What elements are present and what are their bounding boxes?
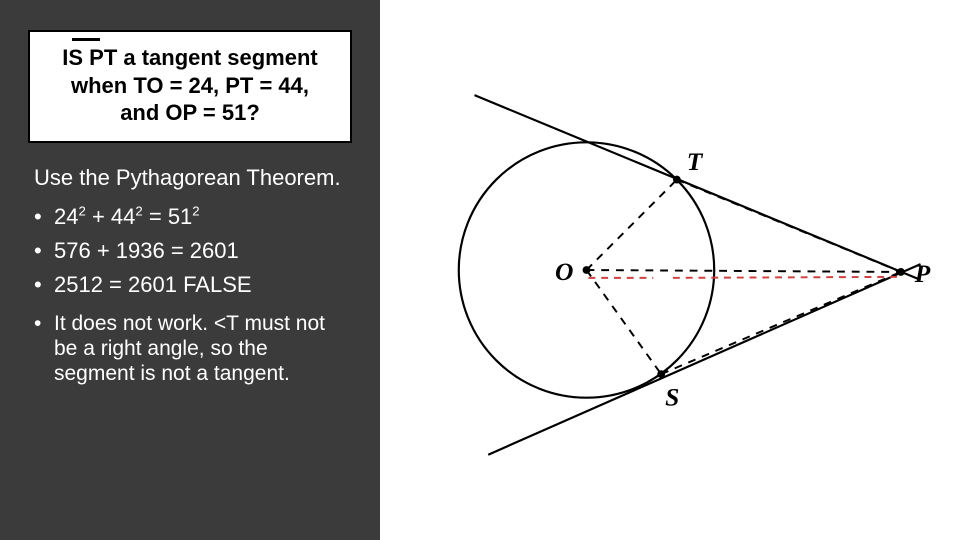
conclusion: It does not work. <T must not be a right… — [34, 311, 352, 387]
segment-os — [586, 270, 661, 374]
label-o: O — [555, 257, 573, 286]
steps-list: 242 + 442 = 512 576 + 1936 = 2601 2512 =… — [28, 201, 352, 386]
intro-text: Use the Pythagorean Theorem. — [28, 165, 352, 191]
left-panel: IS PT a tangent segment when TO = 24, PT… — [0, 0, 380, 540]
circle-tangent-diagram: O T S P — [390, 60, 950, 480]
point-o — [583, 266, 591, 274]
point-p — [897, 268, 905, 276]
title-line-1: IS PT a tangent segment — [40, 44, 340, 72]
point-s — [657, 370, 665, 378]
step-1: 242 + 442 = 512 — [34, 201, 352, 233]
step-3: 2512 = 2601 FALSE — [34, 269, 352, 301]
title-line-2: when TO = 24, PT = 44, — [40, 72, 340, 100]
segment-ot — [586, 180, 676, 270]
title-line-3: and OP = 51? — [40, 99, 340, 127]
label-s: S — [665, 383, 679, 412]
pt-overline — [72, 38, 100, 41]
diagram-svg: O T S P — [390, 60, 950, 480]
segment-op — [586, 270, 900, 272]
red-underline-2 — [673, 277, 897, 278]
segment-sp — [661, 272, 901, 374]
solution-block: Use the Pythagorean Theorem. 242 + 442 =… — [28, 165, 352, 387]
label-t: T — [687, 147, 704, 176]
tangent-line-bottom — [488, 264, 920, 455]
label-p: P — [914, 259, 931, 288]
question-title-box: IS PT a tangent segment when TO = 24, PT… — [28, 30, 352, 143]
right-panel: O T S P — [380, 0, 960, 540]
step-2: 576 + 1936 = 2601 — [34, 235, 352, 267]
point-t — [673, 176, 681, 184]
